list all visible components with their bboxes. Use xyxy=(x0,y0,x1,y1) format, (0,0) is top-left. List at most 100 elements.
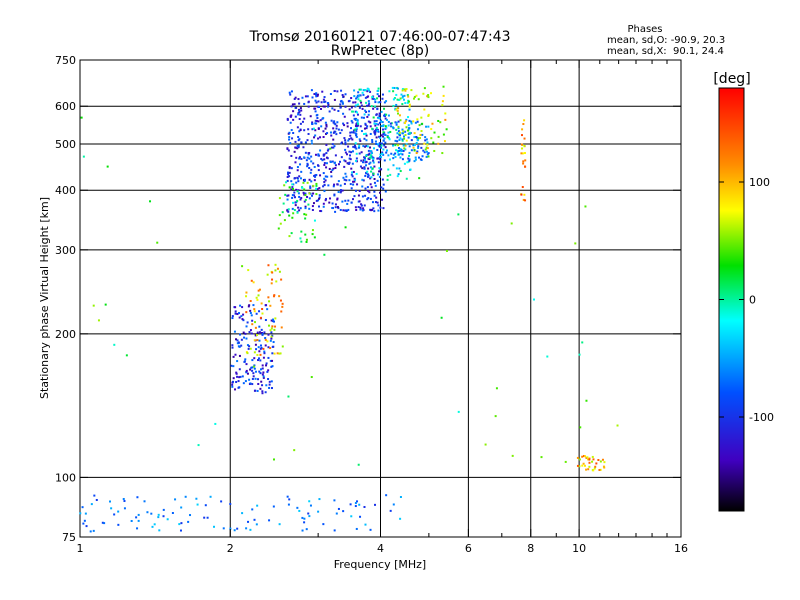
data-point xyxy=(280,326,283,329)
y-tick-label: 100 xyxy=(55,471,76,484)
data-point xyxy=(378,135,381,138)
data-point xyxy=(299,128,302,131)
data-point xyxy=(292,201,295,204)
data-point xyxy=(149,200,152,203)
data-point xyxy=(324,175,327,178)
data-point xyxy=(272,505,275,508)
x-tick-label: 1 xyxy=(77,542,84,555)
data-point xyxy=(579,426,582,429)
data-point xyxy=(323,253,326,256)
data-point xyxy=(377,123,380,126)
colorbar-tick-label: -100 xyxy=(749,411,774,424)
data-point xyxy=(308,515,311,518)
data-point xyxy=(361,185,364,188)
data-point xyxy=(385,100,388,103)
data-point xyxy=(303,200,306,203)
data-point xyxy=(296,147,299,150)
data-point xyxy=(255,523,258,526)
data-point xyxy=(599,460,602,463)
data-point xyxy=(321,159,324,162)
data-point xyxy=(302,181,305,184)
data-point xyxy=(306,156,309,159)
data-point xyxy=(413,136,416,139)
data-point xyxy=(350,119,353,122)
data-point xyxy=(271,325,274,328)
data-point xyxy=(240,315,243,318)
data-point xyxy=(401,103,404,106)
data-point xyxy=(521,152,524,155)
data-point xyxy=(286,147,289,150)
data-point xyxy=(95,498,98,501)
data-point xyxy=(407,95,410,98)
data-point xyxy=(302,191,305,194)
data-point xyxy=(263,350,266,353)
data-point xyxy=(268,386,271,389)
data-point xyxy=(375,120,378,123)
data-point xyxy=(157,516,160,519)
data-point xyxy=(372,97,375,100)
data-point xyxy=(340,129,343,132)
data-point xyxy=(317,510,320,513)
data-point xyxy=(345,175,348,178)
data-point xyxy=(336,121,339,124)
data-point xyxy=(366,175,369,178)
data-point xyxy=(339,208,342,211)
data-point xyxy=(346,202,349,205)
data-point xyxy=(368,162,371,165)
data-point xyxy=(272,295,275,298)
data-point xyxy=(236,375,239,378)
data-point xyxy=(397,107,400,110)
data-point xyxy=(251,359,254,362)
data-point xyxy=(331,202,334,205)
data-point xyxy=(384,146,387,149)
data-point xyxy=(293,194,296,197)
data-point xyxy=(388,158,391,161)
data-point xyxy=(341,101,344,104)
data-point xyxy=(384,117,387,120)
data-point xyxy=(270,282,273,285)
data-point xyxy=(295,156,298,159)
data-point xyxy=(315,92,318,95)
data-point xyxy=(348,150,351,153)
data-point xyxy=(270,335,273,338)
data-point xyxy=(385,113,388,116)
data-point xyxy=(417,137,420,140)
data-point xyxy=(300,170,303,173)
data-point xyxy=(250,279,253,282)
data-point xyxy=(587,468,590,471)
data-point xyxy=(270,380,273,383)
data-point xyxy=(344,143,347,146)
data-point xyxy=(307,100,310,103)
data-point xyxy=(494,415,497,418)
data-point xyxy=(332,127,335,130)
data-point xyxy=(405,87,408,90)
data-point xyxy=(278,214,281,217)
data-point xyxy=(375,142,378,145)
data-point xyxy=(298,109,301,112)
data-point xyxy=(368,102,371,105)
data-point xyxy=(309,171,312,174)
data-point xyxy=(298,138,301,141)
data-point xyxy=(359,94,362,97)
data-point xyxy=(370,170,373,173)
data-point xyxy=(334,123,337,126)
data-point xyxy=(257,346,260,349)
data-point xyxy=(308,178,311,181)
data-point xyxy=(426,141,429,144)
data-point xyxy=(364,122,367,125)
data-point xyxy=(385,118,388,121)
data-point xyxy=(349,183,352,186)
data-point xyxy=(306,162,309,165)
data-point xyxy=(389,122,392,125)
data-point xyxy=(408,105,411,108)
data-point xyxy=(352,180,355,183)
data-point xyxy=(281,305,284,308)
data-point xyxy=(335,133,338,136)
data-point xyxy=(261,364,264,367)
data-point xyxy=(346,122,349,125)
data-point xyxy=(245,369,248,372)
data-point xyxy=(241,318,244,321)
data-point xyxy=(260,380,263,383)
data-point xyxy=(254,326,257,329)
data-point xyxy=(599,468,602,471)
